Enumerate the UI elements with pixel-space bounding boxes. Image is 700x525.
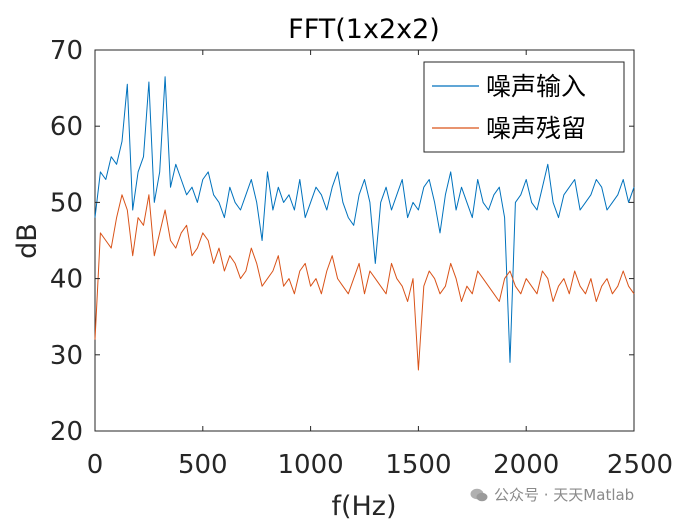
legend: 噪声输入 噪声残留: [423, 61, 625, 153]
legend-label-series-1: 噪声输入: [486, 72, 586, 101]
y-tick-label: 40: [50, 265, 83, 295]
legend-label-series-2: 噪声残留: [486, 114, 586, 143]
x-axis-label: f(Hz): [331, 491, 396, 522]
series-layer: [94, 76, 635, 371]
x-tick-label: 1500: [385, 450, 451, 480]
y-axis-ticks: 20 30 40 50 60 70: [50, 36, 634, 447]
x-tick-label: 2500: [607, 450, 673, 480]
x-tick-label: 2000: [493, 450, 559, 480]
series-line-2: [94, 194, 635, 371]
x-tick-label: 1000: [278, 450, 344, 480]
x-tick-label: 0: [87, 450, 104, 480]
series-line-1: [94, 76, 635, 363]
chart-title: FFT(1x2x2): [288, 14, 440, 45]
x-tick-label: 500: [178, 450, 228, 480]
legend-box: [423, 61, 625, 153]
y-tick-label: 70: [50, 36, 83, 66]
y-tick-label: 50: [50, 188, 83, 218]
y-tick-label: 20: [50, 417, 83, 447]
watermark-text: 公众号 · 天天Matlab: [494, 486, 635, 504]
watermark: 公众号 · 天天Matlab: [470, 484, 634, 505]
y-tick-label: 60: [50, 112, 83, 142]
y-axis-label: dB: [12, 223, 43, 259]
wechat-icon: [470, 488, 488, 501]
y-tick-label: 30: [50, 341, 83, 371]
x-axis-ticks: 0 500 1000 1500 2000 2500: [87, 50, 673, 480]
